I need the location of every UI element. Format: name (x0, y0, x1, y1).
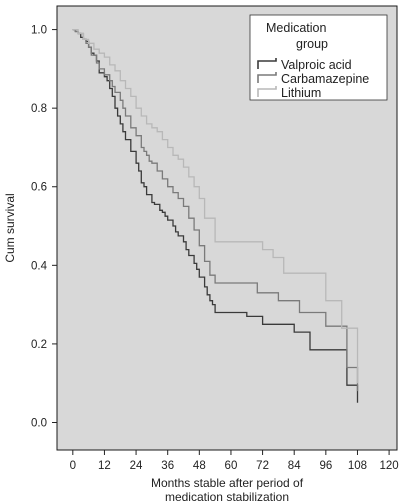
legend: Medication group Valproic acidCarbamazep… (249, 14, 388, 101)
y-tick-label: 0.2 (31, 339, 47, 351)
x-tick-label: 48 (193, 460, 206, 472)
x-tick-label: 36 (161, 460, 174, 472)
y-tick-label: 0.8 (31, 103, 47, 115)
legend-title-line-2: group (296, 37, 328, 51)
y-tick-label: 0.6 (31, 182, 47, 194)
x-tick-label: 108 (348, 460, 367, 472)
x-tick-label: 12 (98, 460, 111, 472)
y-tick-label: 1.0 (31, 25, 47, 37)
x-tick-label: 60 (225, 460, 238, 472)
legend-swatch-2 (257, 86, 277, 97)
x-tick-label: 120 (379, 460, 398, 472)
x-tick-label: 84 (288, 460, 301, 472)
x-tick-label: 96 (319, 460, 332, 472)
y-axis-label: Cum survival (3, 193, 17, 262)
legend-swatch-1 (257, 72, 277, 83)
legend-swatch-0 (257, 58, 277, 69)
legend-label-1: Carbamazepine (281, 72, 369, 86)
legend-label-2: Lithium (281, 86, 321, 100)
x-tick-label: 24 (130, 460, 143, 472)
y-tick-label: 0.4 (31, 260, 48, 272)
plot-frame (56, 5, 398, 451)
x-axis-label-line-1: Months stable after period of (151, 476, 304, 490)
y-tick-label: 0.0 (31, 417, 47, 429)
y-axis: 0.0 0.2 0.4 0.6 0.8 1.0 (31, 25, 57, 429)
series-lines (72, 28, 359, 403)
series-line-1 (72, 28, 359, 392)
x-axis-label-line-2: medication stabilization (165, 490, 289, 504)
x-tick-label: 0 (70, 460, 76, 472)
x-axis: 0 12 24 36 48 60 72 84 96 108 120 (70, 450, 399, 472)
legend-box (249, 14, 388, 101)
series-line-2 (72, 28, 359, 384)
legend-title-line-1: Medication (266, 21, 326, 35)
legend-label-0: Valproic acid (281, 58, 352, 72)
x-tick-label: 72 (256, 460, 269, 472)
